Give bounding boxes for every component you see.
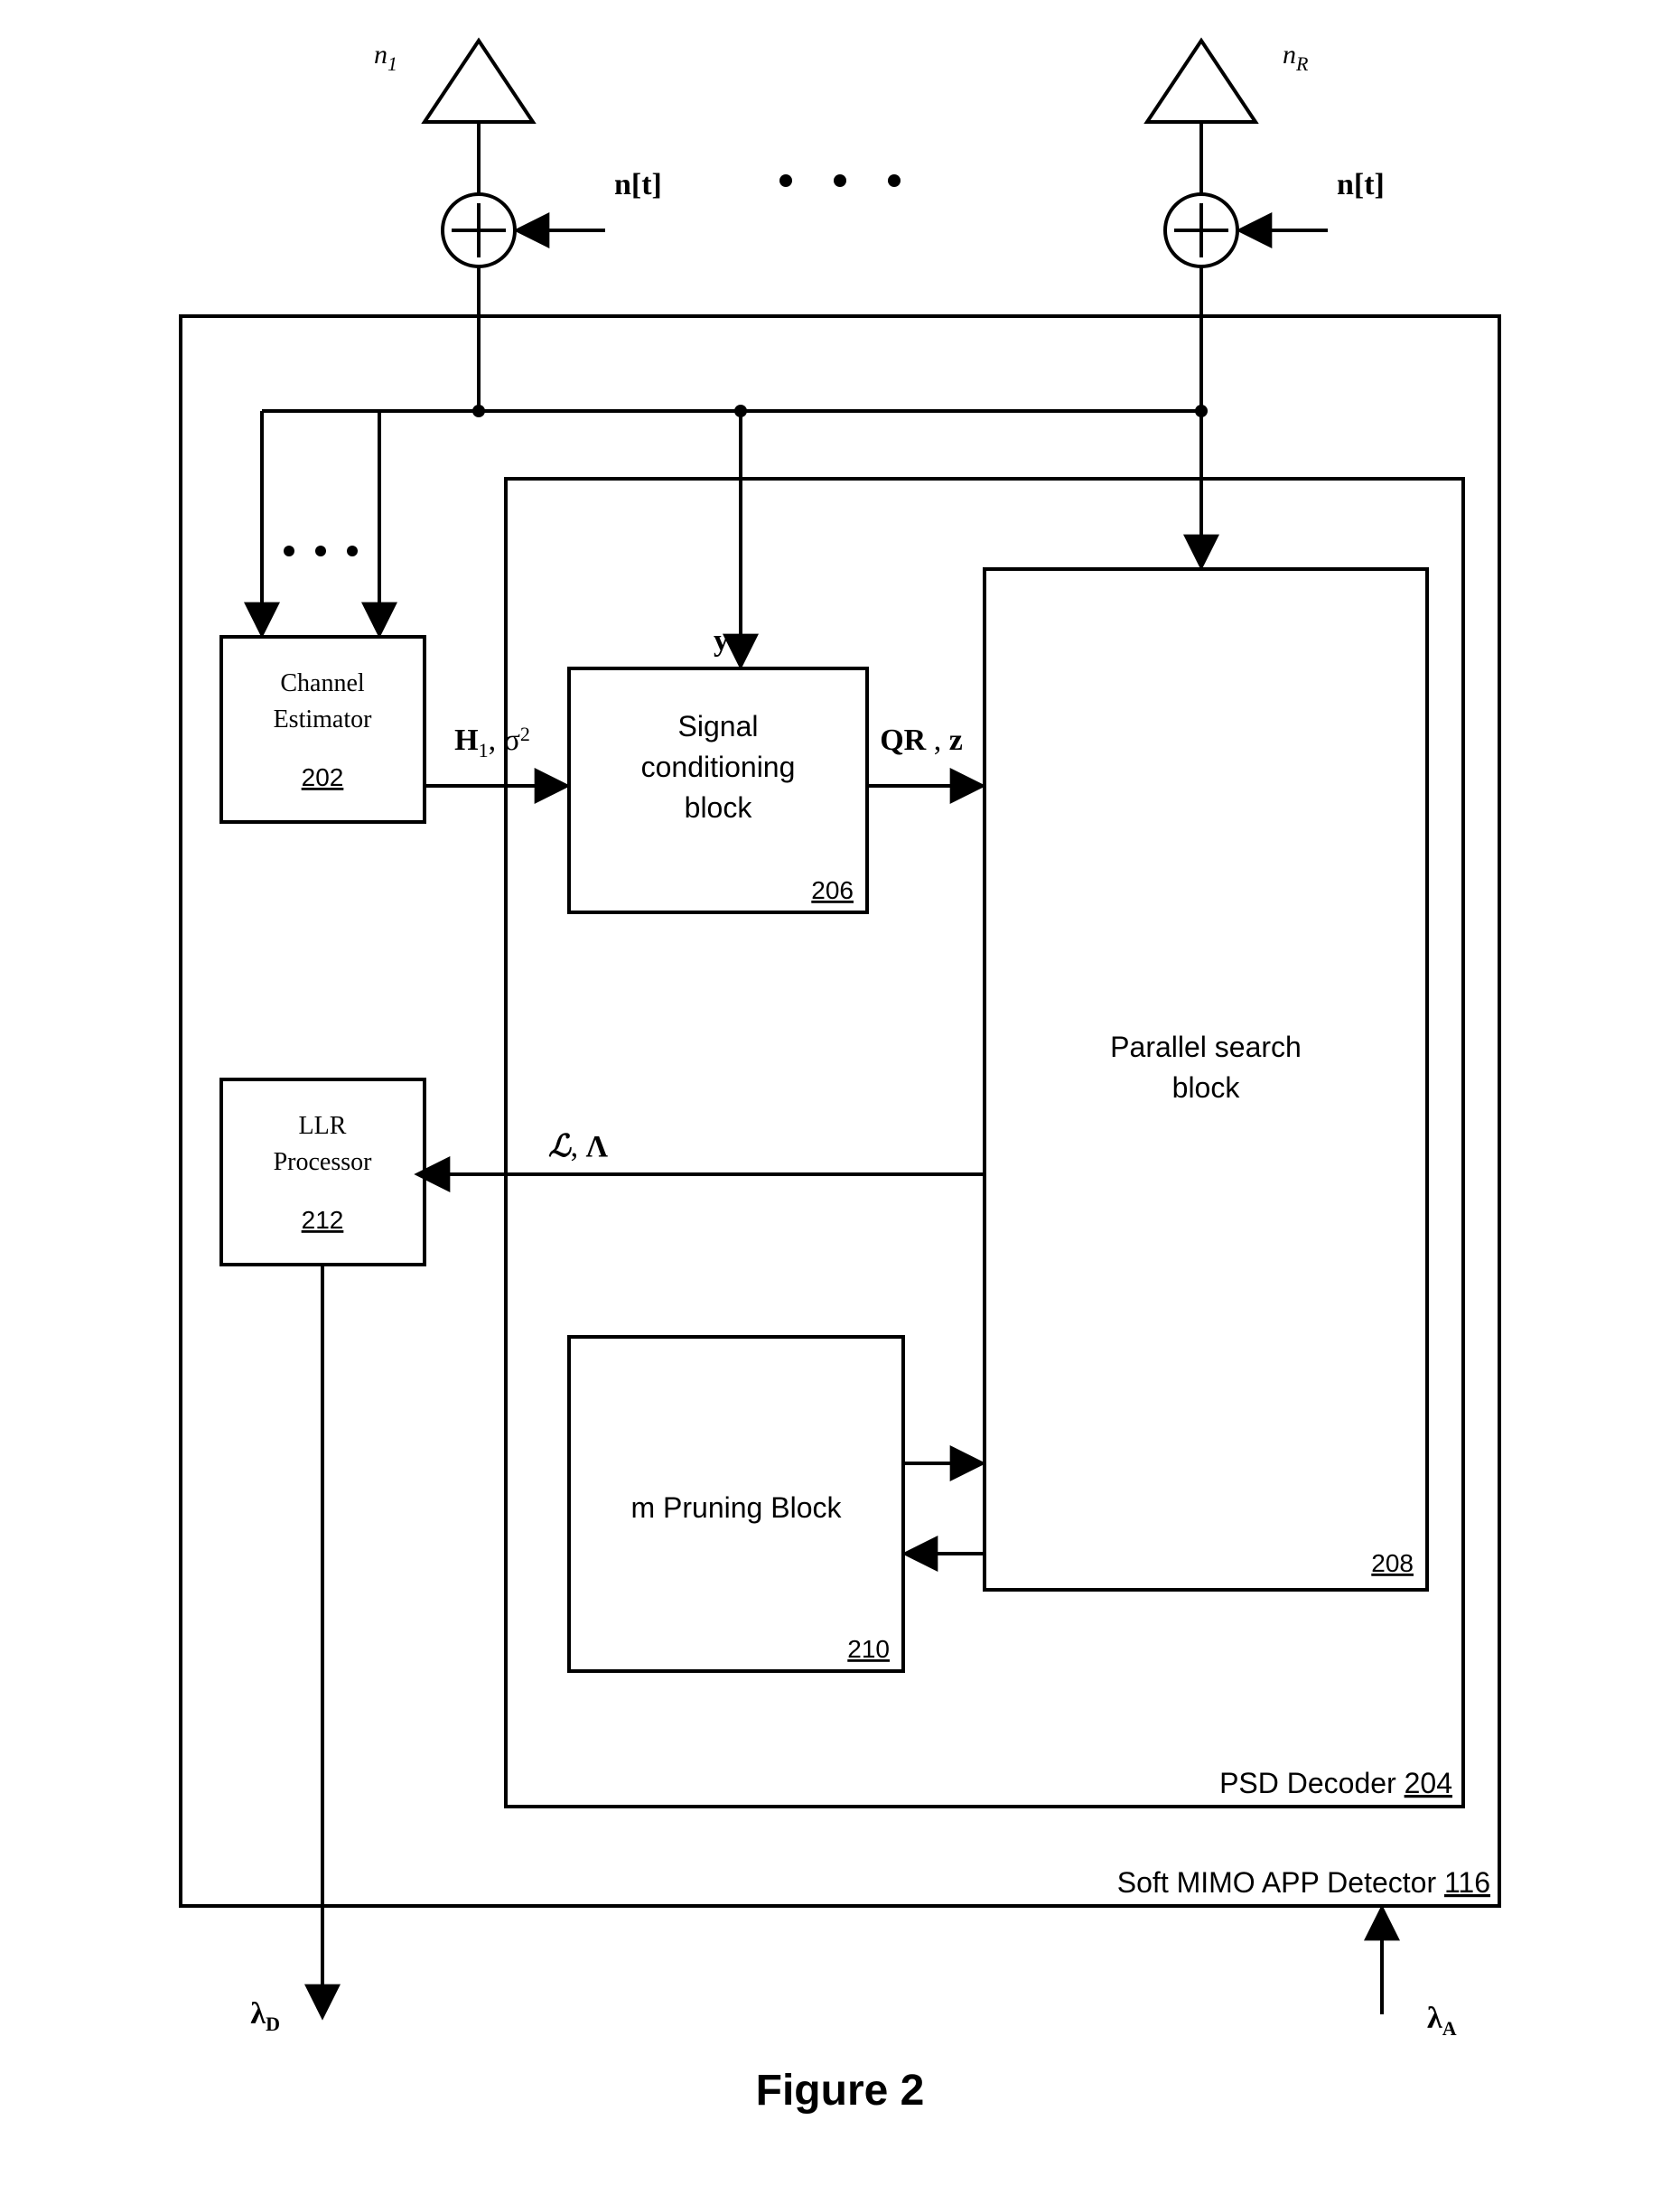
llr-processor: LLR Processor 212 (221, 1079, 425, 1265)
svg-text:210: 210 (847, 1635, 890, 1663)
lambda-d-label: λD (250, 1997, 280, 2035)
svg-text:m Pruning Block: m Pruning Block (631, 1491, 843, 1524)
l-lambda-label: ℒ, Λ (548, 1130, 609, 1163)
outer-box-label: Soft MIMO APP Detector 116 (1117, 1866, 1490, 1899)
lambda-a-label: λA (1427, 2002, 1457, 2040)
svg-text:Signal: Signal (678, 710, 759, 743)
figure-title: Figure 2 (756, 2067, 925, 2115)
antenna-ellipsis (779, 174, 901, 187)
parallel-search-block: Parallel search block 208 (985, 569, 1427, 1590)
qr-z-label: QR , z (880, 724, 963, 757)
psd-decoder-label: PSD Decoder 204 (1219, 1767, 1452, 1799)
svg-text:Estimator: Estimator (274, 705, 373, 733)
antenna-1-label: n1 (374, 40, 397, 75)
svg-text:Parallel search: Parallel search (1110, 1031, 1302, 1063)
pruning-block: m Pruning Block 210 (569, 1337, 903, 1671)
noise-label-1: n[t] (614, 168, 662, 201)
svg-text:206: 206 (811, 876, 854, 904)
svg-text:Channel: Channel (280, 669, 365, 697)
svg-text:208: 208 (1371, 1549, 1414, 1577)
svg-text:block: block (1172, 1071, 1241, 1104)
svg-text:212: 212 (302, 1206, 344, 1234)
svg-text:Processor: Processor (274, 1148, 373, 1176)
antenna-r: n[t] nR (1147, 40, 1385, 417)
svg-text:LLR: LLR (299, 1112, 347, 1140)
h-sigma-label: H1, σ2 (454, 723, 530, 761)
svg-text:202: 202 (302, 763, 344, 791)
signal-conditioning-block: Signal conditioning block 206 (569, 668, 867, 912)
svg-text:conditioning: conditioning (641, 751, 796, 783)
svg-text:block: block (685, 791, 753, 824)
y-label: y (714, 624, 729, 658)
channel-estimator: Channel Estimator 202 (221, 637, 425, 822)
block-diagram: Soft MIMO APP Detector 116 PSD Decoder 2… (0, 0, 1680, 2195)
antenna-r-label: nR (1283, 40, 1309, 75)
noise-label-r: n[t] (1337, 168, 1385, 201)
antenna-1: n[t] n1 (374, 40, 662, 417)
ch-est-ellipsis (284, 546, 358, 556)
